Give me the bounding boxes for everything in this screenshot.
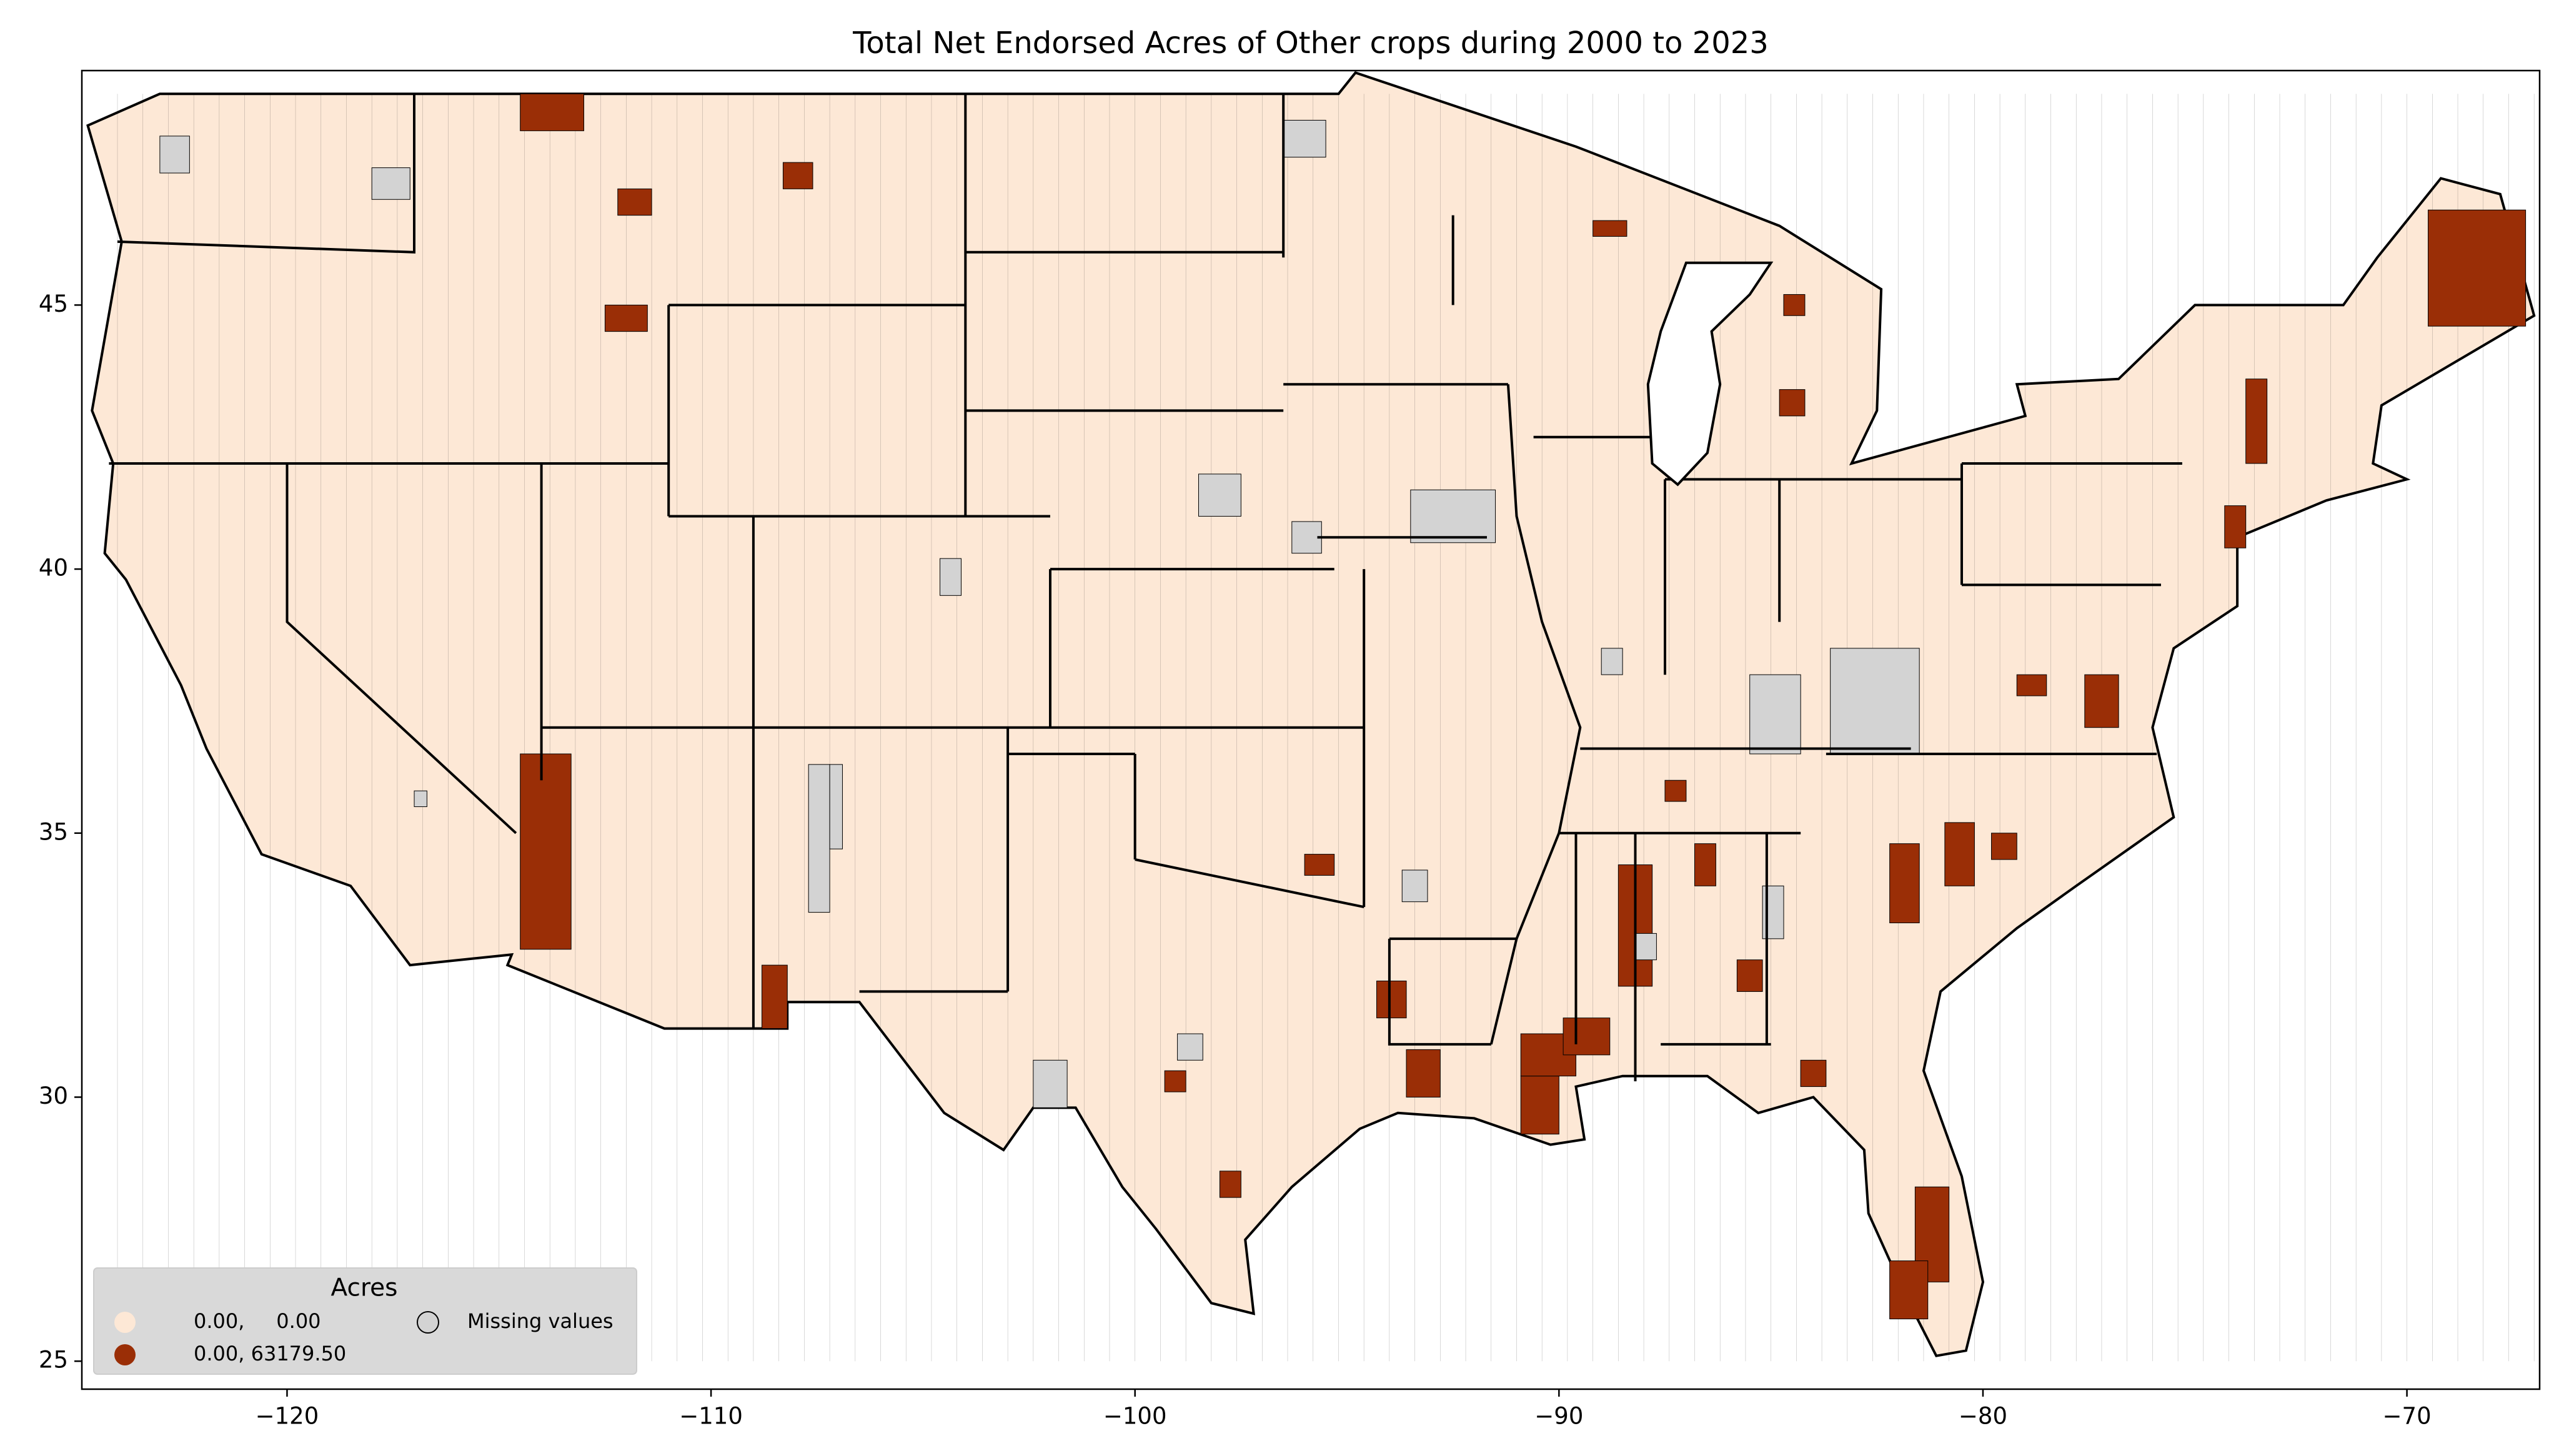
highlighted-county [1783,294,1806,316]
legend-label: 0.00, 0.00 [194,1309,321,1333]
missing-county [1177,1033,1203,1061]
axes-frame [81,69,2541,1390]
missing-county [414,790,427,808]
missing-county [1033,1059,1068,1108]
legend-marker [114,1344,136,1365]
missing-county [1634,933,1657,961]
highlighted-county [2245,379,2268,464]
highlighted-county [2428,209,2527,327]
country-shape [86,71,2536,1357]
legend-marker [417,1311,439,1334]
map-layer [86,71,2536,1362]
highlighted-county [1779,389,1806,417]
highlighted-county [2224,505,2247,548]
legend-title: Acres [331,1274,398,1302]
state-border [1135,858,1364,909]
highlighted-county [1800,1059,1827,1087]
highlighted-county [1664,780,1687,802]
highlighted-county [1304,854,1335,876]
highlighted-county [1219,1171,1241,1198]
missing-county [1291,521,1322,554]
highlighted-county [762,964,788,1029]
missing-county [1401,869,1428,903]
state-border [286,463,517,834]
highlighted-county [1406,1049,1441,1097]
missing-county [829,764,843,849]
x-tick-label: −100 [1103,1403,1167,1430]
y-tick-label: 25 [39,1347,68,1374]
x-tick-label: −90 [1534,1403,1583,1430]
missing-county [1283,119,1326,158]
highlighted-county [520,753,572,950]
x-tick-label: −70 [2383,1403,2432,1430]
highlighted-county [1694,843,1716,886]
missing-county [1749,674,1801,755]
highlighted-county [2084,674,2119,728]
state-border [117,94,415,254]
x-tick-label: −80 [1959,1403,2007,1430]
lake-michigan [1646,261,1774,487]
highlighted-county [1889,843,1920,923]
highlighted-county [1376,980,1407,1019]
highlighted-county [617,188,652,216]
legend-marker [114,1312,136,1333]
legend-box [93,1267,637,1375]
y-tick-label: 30 [39,1082,68,1109]
legend-label: Missing values [467,1309,614,1333]
highlighted-county [1889,1260,1929,1320]
highlighted-county [1593,220,1627,237]
highlighted-county [604,304,648,332]
x-tick-label: −120 [256,1403,319,1430]
highlighted-county [520,93,584,131]
legend-label: 0.00, 63179.50 [194,1342,346,1365]
highlighted-county [1944,822,1975,886]
state-border [1388,938,1491,1046]
missing-county [808,764,830,913]
x-tick-label: −110 [679,1403,743,1430]
missing-county [371,167,410,200]
highlighted-county [1736,959,1763,992]
highlighted-county [1520,1076,1559,1135]
missing-county [1830,648,1920,755]
y-tick-label: 35 [39,818,68,845]
missing-county [159,136,190,174]
missing-county [1601,648,1623,675]
highlighted-county [2016,674,2047,696]
chart-title: Total Net Endorsed Acres of Other crops … [852,26,1769,61]
missing-county [940,558,961,596]
y-tick-label: 45 [39,290,68,317]
highlighted-county [1991,833,2017,860]
highlighted-county [782,162,813,189]
y-tick-label: 40 [39,555,68,582]
missing-county [1410,489,1496,543]
highlighted-county [1563,1018,1611,1056]
highlighted-county [1164,1070,1186,1092]
missing-county [1198,473,1241,517]
